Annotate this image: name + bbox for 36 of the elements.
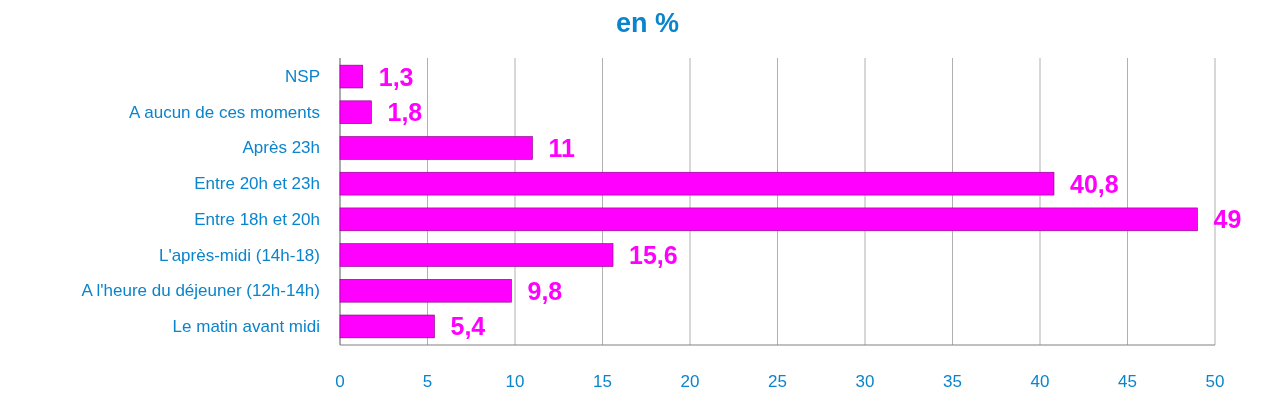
x-tick-label: 35: [943, 372, 962, 391]
data-label: 1,3: [378, 62, 414, 91]
bar: [339, 279, 512, 303]
x-tick-label: 25: [768, 372, 787, 391]
y-tick-label: L'après-midi (14h-18): [158, 245, 320, 265]
x-tick-label: 45: [1118, 372, 1137, 391]
x-tick-label: 10: [505, 372, 525, 391]
y-tick-label: NSP: [285, 67, 320, 87]
x-tick-label: 40: [1030, 372, 1050, 391]
data-label: 15,6: [629, 241, 678, 270]
y-tick-label: A l'heure du déjeuner (12h-14h): [81, 281, 320, 301]
x-tick-label: 5: [422, 372, 433, 391]
bar: [339, 136, 533, 160]
y-tick-label: Entre 20h et 23h: [194, 174, 320, 194]
x-tick-label: 15: [593, 372, 612, 391]
data-label: 40,8: [1070, 169, 1119, 198]
data-label: 1,8: [387, 98, 423, 127]
data-label: 11: [548, 133, 576, 162]
x-tick-label: 0: [335, 372, 345, 391]
y-tick-label: Après 23h: [242, 138, 320, 158]
chart-title: en %: [615, 8, 680, 38]
bar: [339, 314, 435, 339]
x-tick-label: 20: [680, 372, 700, 391]
y-tick-label: Le matin avant midi: [172, 316, 320, 336]
bar: [339, 207, 1198, 232]
bar: [339, 243, 614, 267]
y-tick-label: Entre 18h et 20h: [194, 209, 320, 229]
x-tick-label: 50: [1205, 372, 1225, 391]
data-label: 5,4: [450, 312, 486, 341]
y-tick-label: A aucun de ces moments: [129, 102, 320, 122]
bar: [339, 64, 364, 89]
data-label: 9,8: [527, 276, 563, 305]
data-label: 49: [1213, 205, 1242, 234]
bar: [339, 171, 1055, 196]
x-tick-label: 30: [855, 372, 875, 391]
bar: [339, 100, 372, 124]
